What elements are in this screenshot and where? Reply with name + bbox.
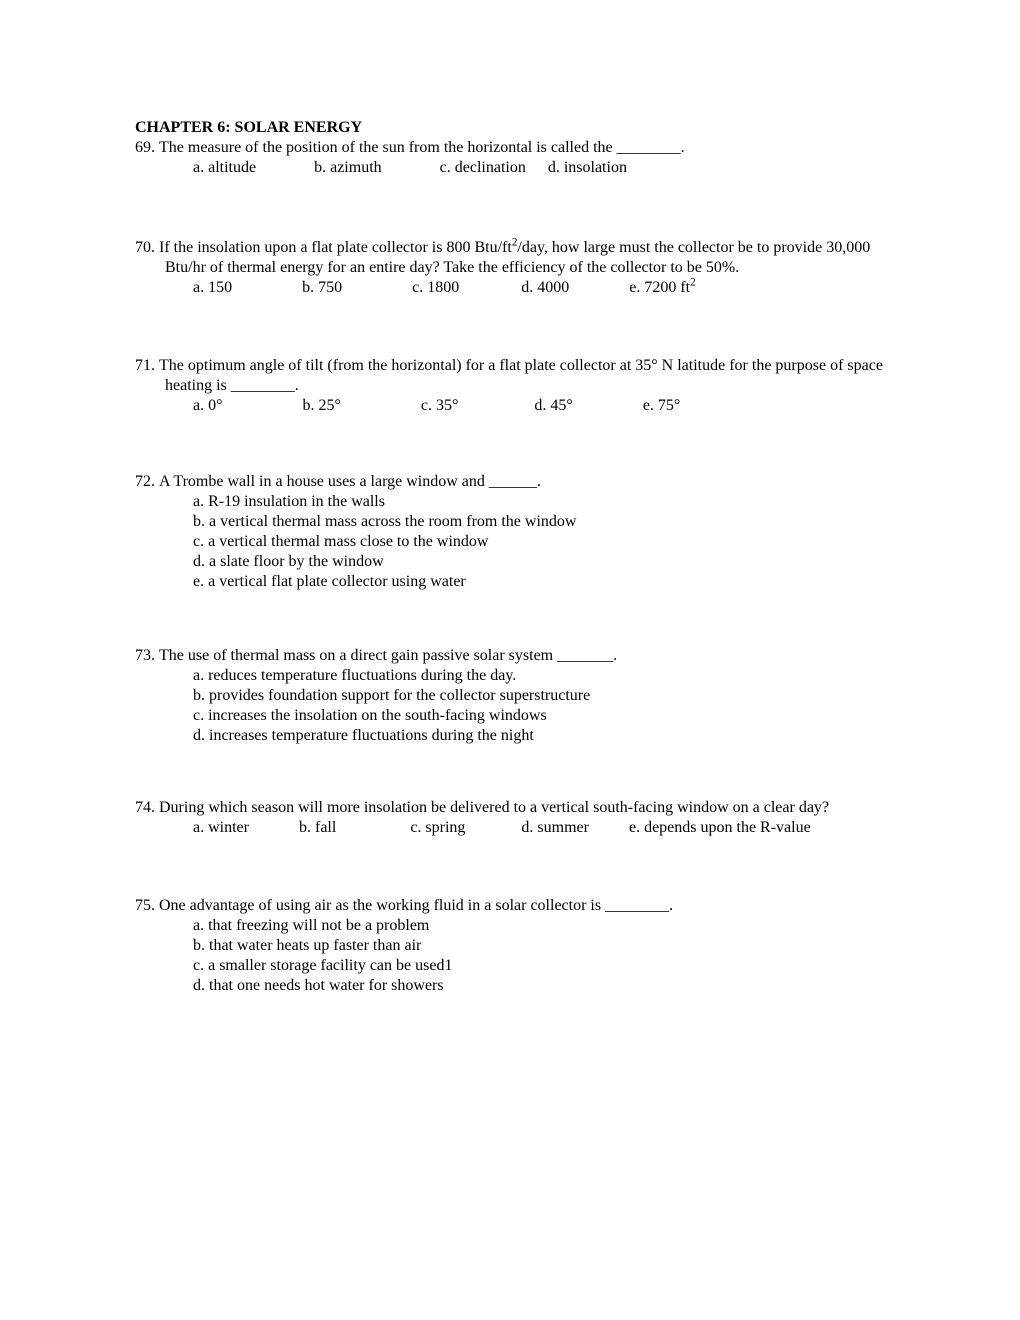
opt-b: b. 750 (302, 278, 342, 298)
question-74: 74. During which season will more insola… (135, 798, 890, 838)
q-text: During which season will more insolation… (159, 799, 829, 816)
opt-a: a. altitude (193, 158, 256, 178)
question-70: 70. If the insolation upon a flat plate … (135, 238, 890, 298)
opt-d: d. summer (521, 818, 589, 838)
opt-c: c. 35° (421, 396, 459, 416)
opt-c: c. spring (410, 818, 465, 838)
opt-d: d. that one needs hot water for showers (165, 976, 890, 996)
opt-d: d. 45° (534, 396, 572, 416)
opt-c: c. a smaller storage facility can be use… (165, 956, 890, 976)
opt-b: b. a vertical thermal mass across the ro… (165, 512, 890, 532)
opt-c: c. increases the insolation on the south… (165, 706, 890, 726)
opt-d: d. 4000 (521, 278, 569, 298)
opt-c: c. 1800 (412, 278, 459, 298)
question-71: 71. The optimum angle of tilt (from the … (135, 356, 890, 416)
opt-b: b. azimuth (314, 158, 382, 178)
q-number: 72. (135, 473, 155, 490)
q-number: 74. (135, 799, 155, 816)
q-number: 69. (135, 139, 155, 156)
q-options: a. winter b. fall c. spring d. summer e.… (165, 818, 890, 838)
q-text: The measure of the position of the sun f… (159, 139, 685, 156)
question-69: 69. The measure of the position of the s… (135, 138, 890, 178)
q-options: a. 0° b. 25° c. 35° d. 45° e. 75° (165, 396, 890, 416)
opt-a: a. 0° (193, 396, 223, 416)
q-number: 71. (135, 357, 155, 374)
opt-e: e. 75° (643, 396, 681, 416)
question-73: 73. The use of thermal mass on a direct … (135, 646, 890, 746)
opt-a: a. 150 (193, 278, 232, 298)
q-text: One advantage of using air as the workin… (159, 897, 673, 914)
opt-d: d. a slate floor by the window (165, 552, 890, 572)
q-number: 75. (135, 897, 155, 914)
opt-e: e. depends upon the R-value (629, 818, 811, 838)
q-text: The optimum angle of tilt (from the hori… (159, 357, 883, 394)
opt-a: a. that freezing will not be a problem (165, 916, 890, 936)
opt-b: b. 25° (303, 396, 341, 416)
q-options: a. altitude b. azimuth c. declination d.… (165, 158, 890, 178)
chapter-title: CHAPTER 6: SOLAR ENERGY (135, 118, 890, 138)
opt-b: b. provides foundation support for the c… (165, 686, 890, 706)
question-72: 72. A Trombe wall in a house uses a larg… (135, 472, 890, 592)
q-number: 73. (135, 647, 155, 664)
opt-a: a. R-19 insulation in the walls (165, 492, 890, 512)
q-text: The use of thermal mass on a direct gain… (159, 647, 617, 664)
opt-b: b. that water heats up faster than air (165, 936, 890, 956)
opt-c: c. a vertical thermal mass close to the … (165, 532, 890, 552)
q-text: A Trombe wall in a house uses a large wi… (159, 473, 541, 490)
q-text: If the insolation upon a flat plate coll… (159, 239, 870, 276)
document-page: CHAPTER 6: SOLAR ENERGY 69. The measure … (0, 0, 1020, 1056)
opt-d: d. insolation (548, 158, 627, 178)
opt-e: e. a vertical flat plate collector using… (165, 572, 890, 592)
q-options: a. 150 b. 750 c. 1800 d. 4000 e. 7200 ft… (165, 278, 890, 298)
question-75: 75. One advantage of using air as the wo… (135, 896, 890, 996)
opt-e: e. 7200 ft2 (629, 278, 695, 298)
q-number: 70. (135, 239, 155, 256)
opt-a: a. reduces temperature fluctuations duri… (165, 666, 890, 686)
opt-d: d. increases temperature fluctuations du… (165, 726, 890, 746)
opt-b: b. fall (299, 818, 336, 838)
opt-c: c. declination (440, 158, 526, 178)
opt-a: a. winter (193, 818, 249, 838)
